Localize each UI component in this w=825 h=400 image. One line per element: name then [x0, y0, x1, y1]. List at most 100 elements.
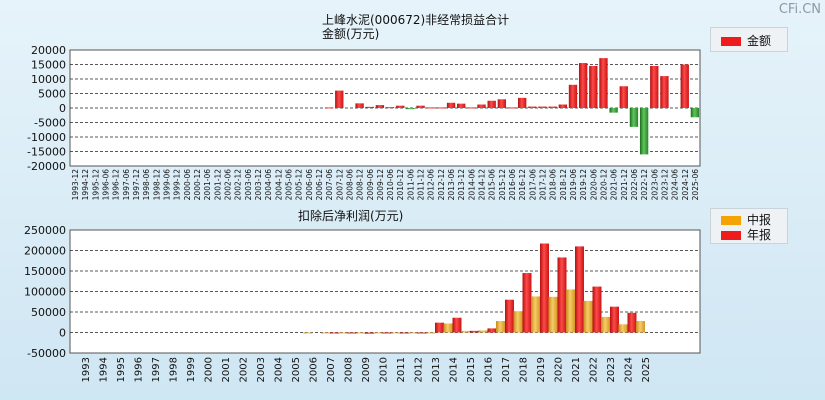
top-bar-positive	[599, 58, 608, 108]
bottom-ytick-label: -50000	[27, 347, 66, 360]
bottom-xtick-label: 2023	[606, 357, 617, 382]
top-xtick-label: 2003-12	[254, 169, 263, 201]
bottom-bar-interim	[303, 332, 313, 334]
top-xtick-label: 2006-06	[305, 169, 314, 201]
top-xtick-label: 2016-06	[508, 169, 517, 201]
top-bar-positive	[416, 105, 425, 108]
bottom-bar-annual	[557, 257, 567, 333]
top-bar-positive	[507, 107, 517, 109]
top-xtick-label: 2021-12	[620, 169, 629, 201]
top-xtick-label: 2013-06	[447, 169, 456, 201]
top-bar-positive	[650, 65, 659, 108]
legend-swatch-red	[721, 37, 741, 46]
top-xtick-label: 2023-06	[650, 169, 659, 201]
top-bar-positive	[578, 63, 588, 108]
top-xtick-label: 2024-12	[681, 169, 690, 201]
top-xtick-label: 2017-12	[539, 169, 548, 201]
top-bar-positive	[335, 90, 344, 108]
top-ytick-label: 15000	[31, 59, 66, 72]
top-bar-positive	[375, 105, 385, 108]
bottom-xtick-label: 2008	[344, 357, 355, 382]
top-xtick-label: 2020-06	[589, 169, 598, 201]
bottom-xtick-label: 2012	[414, 357, 425, 382]
legend-swatch-orange	[721, 216, 741, 225]
bottom-xtick-label: 2003	[256, 357, 267, 382]
bottom-ytick-label: 50000	[31, 306, 66, 319]
bottom-bar-interim	[601, 316, 610, 333]
bottom-ytick-label: 150000	[24, 265, 66, 278]
top-ytick-label: -20000	[27, 160, 66, 173]
top-xtick-label: 2011-06	[406, 169, 415, 201]
bottom-bar-interim	[461, 330, 470, 333]
bottom-bar-annual	[540, 243, 549, 333]
top-bar-positive	[477, 104, 486, 108]
top-xtick-label: 2020-12	[599, 169, 608, 201]
bottom-xtick-label: 2004	[274, 357, 285, 382]
top-xtick-label: 2005-06	[284, 169, 293, 201]
bottom-ytick-label: 250000	[24, 224, 66, 237]
bottom-legend: 中报 年报	[710, 208, 788, 244]
top-bar-positive	[548, 106, 557, 108]
bottom-bar-annual	[347, 332, 357, 334]
top-xtick-label: 1998-06	[142, 169, 151, 201]
bottom-bar-interim	[321, 332, 330, 334]
top-xtick-label: 2000-06	[183, 169, 192, 201]
top-ytick-label: -10000	[27, 131, 66, 144]
top-xtick-label: 1996-12	[112, 169, 121, 201]
top-bar-negative	[609, 108, 618, 113]
bottom-xtick-label: 2005	[291, 357, 302, 382]
bottom-bar-annual	[435, 322, 444, 333]
bottom-ytick-label: 200000	[24, 245, 66, 258]
top-ytick-label: 0	[59, 102, 66, 115]
bottom-xtick-label: 2013	[431, 357, 442, 382]
top-bar-positive	[518, 97, 527, 108]
bottom-xtick-label: 2002	[239, 357, 250, 382]
top-bar-positive	[355, 103, 364, 108]
bottom-xtick-label: 1996	[134, 357, 145, 382]
top-xtick-label: 2025-06	[691, 169, 700, 201]
top-xtick-label: 2024-06	[671, 169, 680, 201]
bottom-xtick-label: 2015	[466, 357, 477, 382]
bottom-bar-annual	[627, 312, 637, 333]
bottom-bar-interim	[531, 296, 540, 333]
bottom-bar-interim	[566, 289, 575, 333]
top-chart-title: 上峰水泥(000672)非经常损益合计	[322, 13, 510, 27]
top-ytick-label: 20000	[31, 44, 66, 57]
bottom-bar-interim	[583, 300, 593, 333]
top-bar-positive	[660, 76, 669, 108]
top-legend: 金额	[710, 27, 788, 52]
bottom-bar-annual	[522, 273, 532, 333]
top-xtick-label: 2009-12	[376, 169, 385, 201]
bottom-bar-interim	[478, 330, 488, 333]
legend-swatch-red-annual	[721, 231, 741, 240]
top-xtick-label: 2015-06	[488, 169, 497, 201]
bottom-xtick-label: 1994	[99, 357, 110, 382]
top-chart-ylabel: 金额(万元)	[322, 27, 380, 41]
top-bar-positive	[324, 107, 334, 109]
top-xtick-label: 1993-12	[71, 169, 80, 201]
top-xtick-label: 2007-06	[325, 169, 334, 201]
bottom-bar-annual	[592, 286, 602, 333]
legend-item-interim: 中报	[721, 211, 771, 228]
bottom-bar-annual	[487, 328, 497, 333]
bottom-xtick-label: 2024	[624, 357, 635, 382]
legend-label-annual: 年报	[747, 228, 772, 242]
top-bar-positive	[487, 100, 496, 108]
legend-label-amount: 金额	[747, 34, 772, 48]
bottom-bar-interim	[443, 323, 453, 333]
top-bar-positive	[467, 107, 476, 109]
top-xtick-label: 1998-12	[152, 169, 161, 201]
top-bar-positive	[385, 107, 395, 109]
top-xtick-label: 2022-06	[630, 169, 639, 201]
top-ytick-label: -5000	[34, 117, 66, 130]
top-xtick-label: 2008-12	[356, 169, 365, 201]
bottom-bar-annual	[505, 299, 514, 333]
bottom-xtick-label: 2011	[396, 357, 407, 382]
bottom-xtick-label: 2017	[501, 357, 512, 382]
bottom-chart-title: 扣除后净利润(万元)	[298, 209, 404, 223]
top-xtick-label: 2006-12	[315, 169, 324, 201]
top-xtick-label: 2019-12	[579, 169, 588, 201]
top-xtick-label: 2011-12	[417, 169, 426, 201]
bottom-xtick-label: 2014	[449, 357, 460, 382]
